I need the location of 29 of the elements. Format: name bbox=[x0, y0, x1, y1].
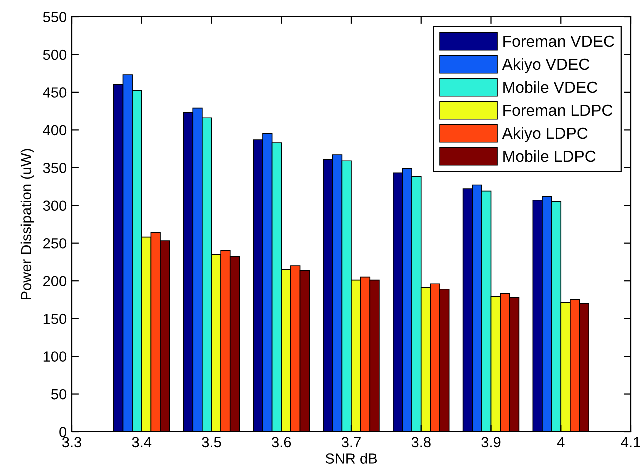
x-tick-label: 3.8 bbox=[412, 437, 431, 448]
x-tick-label: 3.6 bbox=[272, 437, 292, 448]
legend-label: Akiyo LDPC bbox=[502, 127, 588, 142]
y-tick-label: 200 bbox=[44, 276, 67, 287]
x-axis-title: SNR dB bbox=[326, 453, 378, 464]
x-tick-label: 3.7 bbox=[342, 437, 361, 448]
y-tick-label: 250 bbox=[44, 238, 67, 249]
y-tick-label: 450 bbox=[43, 88, 67, 98]
y-axis-title: Power Dissipation (uW) bbox=[20, 149, 34, 300]
y-tick-label: 400 bbox=[43, 125, 67, 136]
x-tick-label: 4 bbox=[557, 437, 565, 448]
x-tick-label: 3.3 bbox=[62, 437, 82, 448]
y-tick-label: 100 bbox=[44, 352, 67, 362]
x-tick-label: 3.9 bbox=[482, 437, 501, 448]
y-tick-label: 0 bbox=[60, 427, 67, 438]
legend-label: Foreman LDPC bbox=[504, 104, 613, 116]
y-tick-label: 50 bbox=[52, 389, 67, 400]
legend-label: Akiyo VDEC bbox=[502, 58, 590, 74]
y-tick-label: 150 bbox=[44, 314, 67, 324]
legend-label: Mobile LDPC bbox=[504, 150, 596, 162]
y-tick-label: 300 bbox=[43, 200, 67, 212]
y-tick-label: 550 bbox=[43, 12, 67, 22]
x-tick-label: 3.4 bbox=[132, 437, 152, 448]
x-tick-label: 3.5 bbox=[202, 437, 222, 448]
y-tick-label: 500 bbox=[43, 50, 67, 60]
y-tick-label: 350 bbox=[43, 163, 67, 174]
legend-label: Mobile VDEC bbox=[504, 81, 598, 94]
x-tick-label: 4.1 bbox=[621, 437, 640, 448]
legend-label: Foreman VDEC bbox=[504, 36, 614, 48]
